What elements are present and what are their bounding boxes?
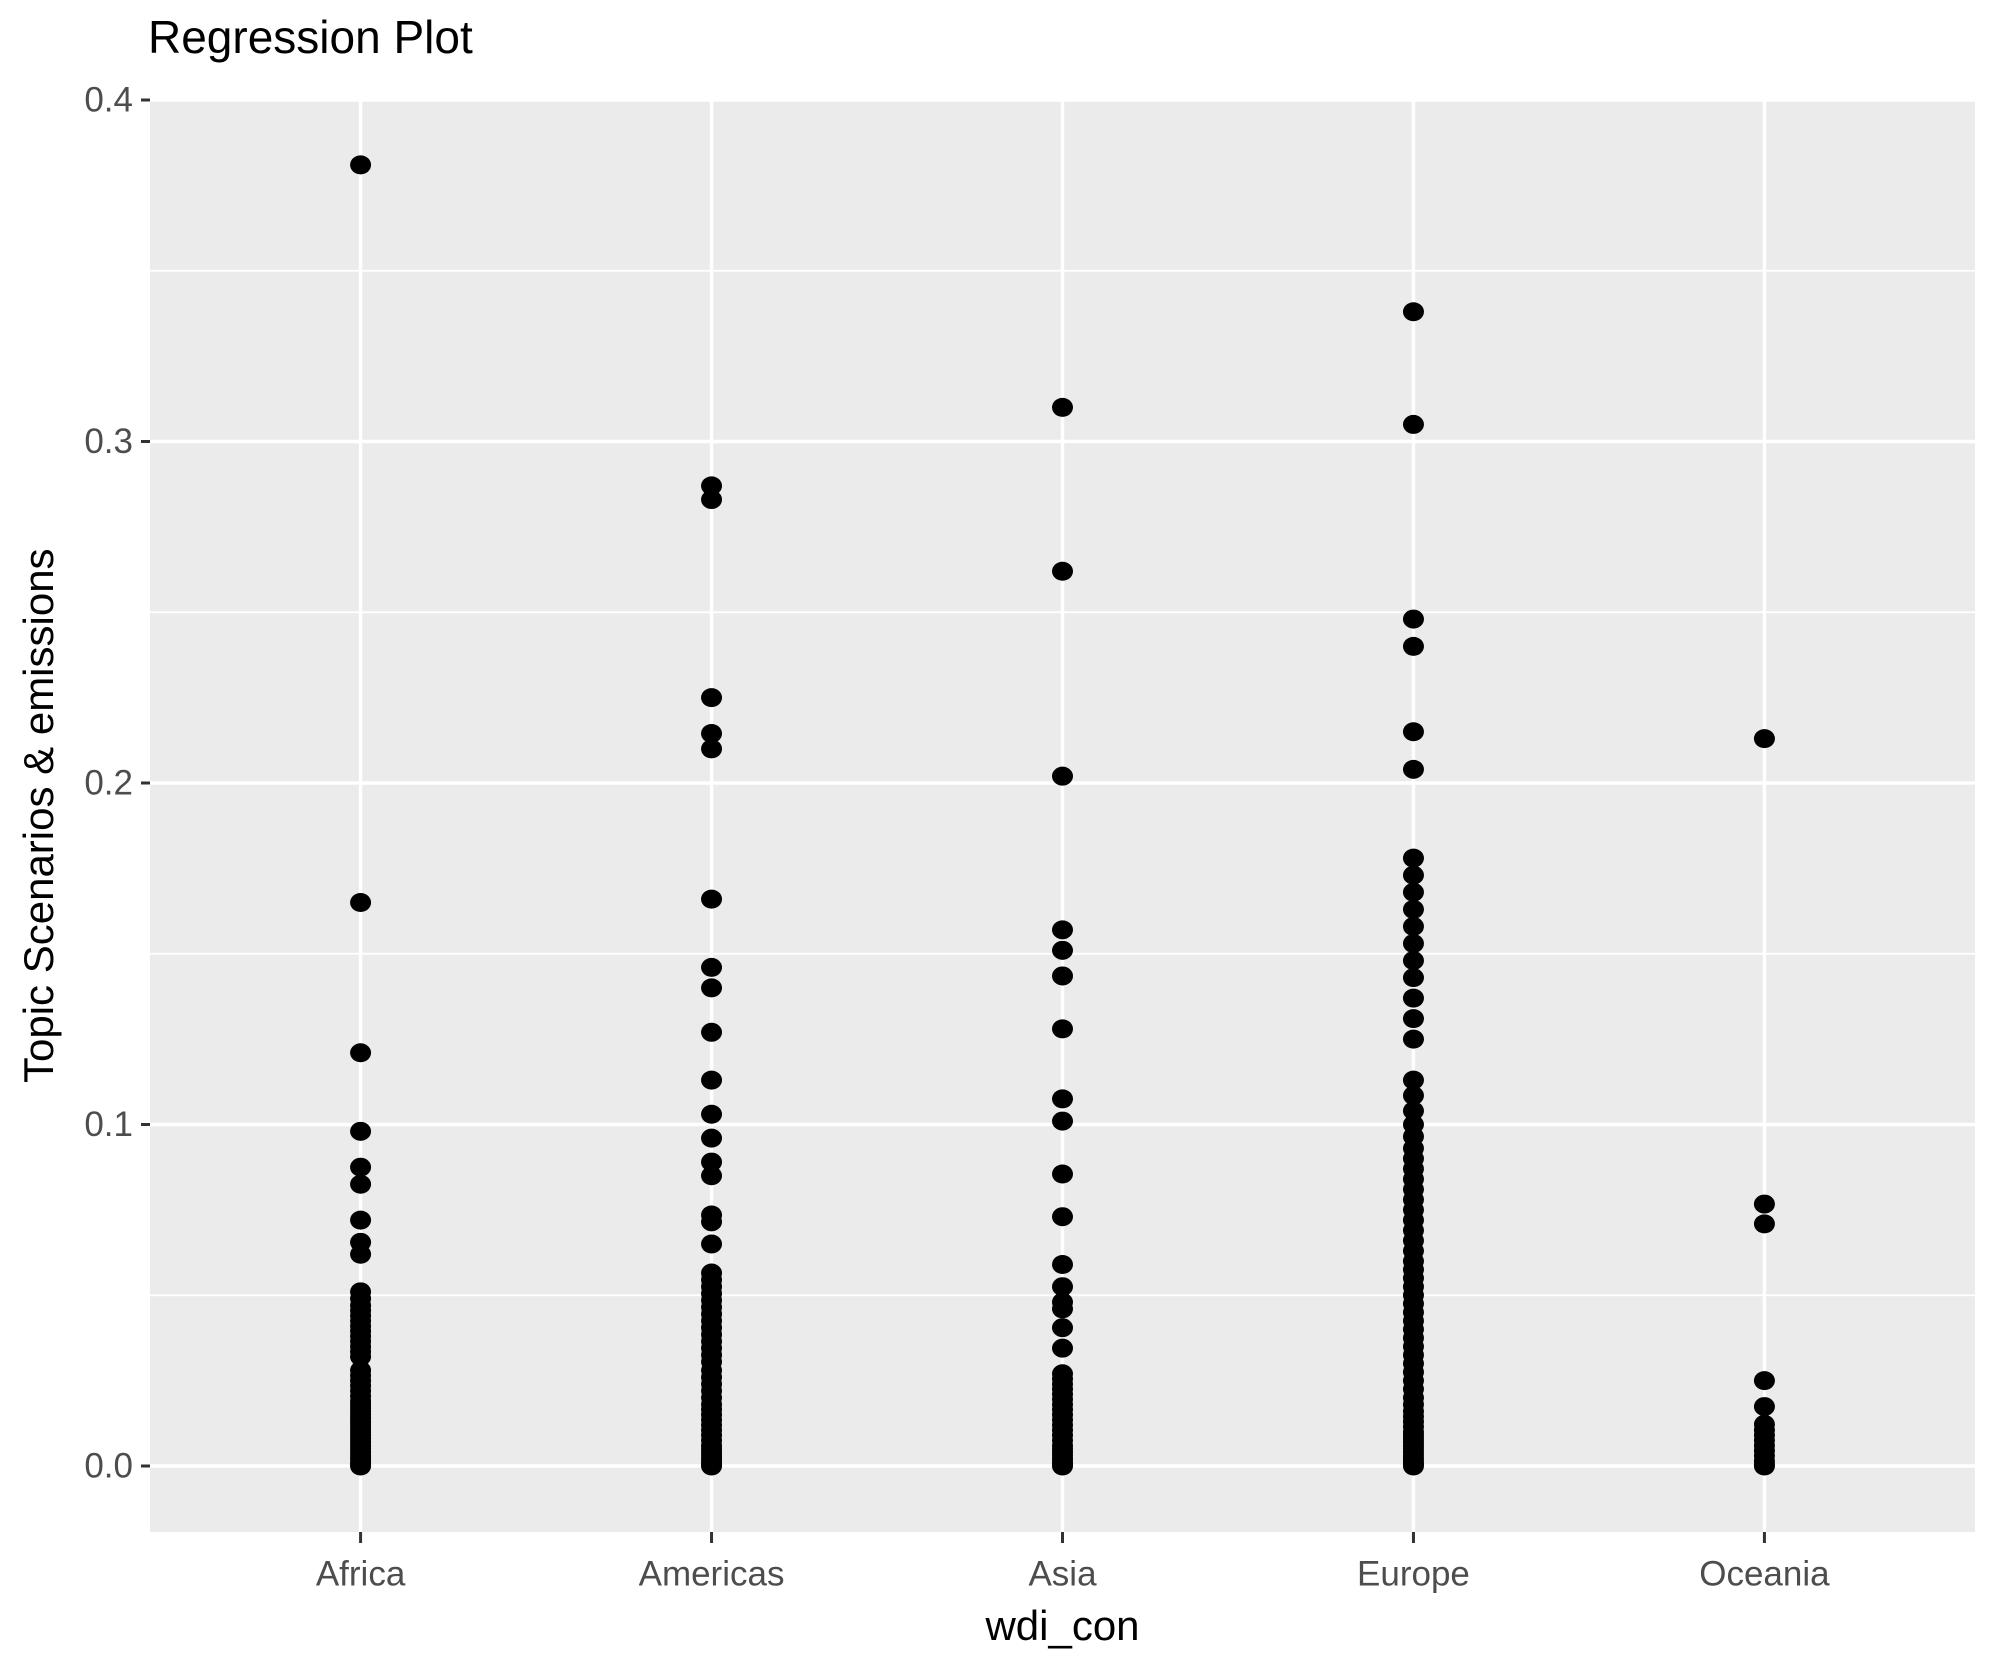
y-tick-label: 0.4 <box>84 81 133 120</box>
data-point <box>701 688 723 708</box>
data-point <box>1753 1194 1775 1214</box>
data-point <box>701 1104 723 1124</box>
data-point <box>701 1212 723 1232</box>
data-point <box>1052 1164 1073 1184</box>
data-point <box>1402 899 1424 919</box>
data-point <box>1402 1029 1424 1049</box>
data-point <box>1753 1397 1775 1417</box>
data-point <box>1052 940 1073 960</box>
data-point <box>1052 1111 1073 1131</box>
data-point <box>1402 1456 1424 1476</box>
data-point <box>701 889 723 909</box>
data-point <box>701 490 723 510</box>
y-axis-title: Topic Scenarios & emissions <box>15 548 62 1084</box>
data-point <box>350 1157 372 1177</box>
data-point <box>1402 636 1424 656</box>
data-point <box>1402 302 1424 322</box>
data-point <box>350 1121 372 1141</box>
data-point <box>1402 1085 1424 1105</box>
data-point <box>701 739 723 759</box>
data-point <box>1402 1101 1424 1121</box>
data-point <box>1052 766 1073 786</box>
data-point <box>1402 759 1424 779</box>
x-tick-label: Asia <box>1028 1555 1097 1594</box>
y-tick-label: 0.1 <box>84 1105 133 1144</box>
data-point <box>701 978 723 998</box>
data-point <box>350 1210 372 1230</box>
data-point <box>350 155 372 175</box>
data-point <box>1402 865 1424 885</box>
data-point <box>1402 951 1424 971</box>
data-point <box>701 1166 723 1186</box>
data-point <box>1402 609 1424 629</box>
data-point <box>1052 1019 1073 1039</box>
data-point <box>1402 414 1424 434</box>
plot-title: Regression Plot <box>148 11 473 63</box>
data-point <box>1402 968 1424 988</box>
data-point <box>1402 988 1424 1008</box>
data-point <box>350 893 372 913</box>
data-point <box>1402 916 1424 936</box>
data-point <box>1052 1255 1073 1275</box>
data-point <box>1753 1456 1775 1476</box>
data-point <box>1052 1338 1073 1358</box>
x-tick-label: Oceania <box>1699 1555 1830 1594</box>
data-point <box>1052 1089 1073 1109</box>
data-point <box>350 1456 372 1476</box>
data-point <box>1052 920 1073 940</box>
data-point <box>1402 722 1424 742</box>
data-point <box>701 957 723 977</box>
y-tick-label: 0.0 <box>84 1447 133 1486</box>
data-point <box>350 1043 372 1063</box>
data-point <box>1052 397 1073 417</box>
data-point <box>1052 1207 1073 1227</box>
data-point <box>701 723 723 743</box>
x-axis-title: wdi_con <box>985 1602 1140 1649</box>
data-point <box>701 1152 723 1172</box>
data-point <box>1052 1277 1073 1297</box>
y-tick-label: 0.3 <box>84 422 133 461</box>
data-point <box>1402 882 1424 902</box>
data-point <box>1402 1009 1424 1029</box>
data-point <box>1052 1318 1073 1338</box>
data-point <box>701 1022 723 1042</box>
data-point <box>701 1456 723 1476</box>
data-point <box>1753 729 1775 749</box>
data-point <box>701 476 723 496</box>
data-point <box>1402 934 1424 954</box>
x-tick-label: Africa <box>316 1555 406 1594</box>
data-point <box>701 1070 723 1090</box>
data-point <box>1402 848 1424 868</box>
y-tick-label: 0.2 <box>84 764 133 803</box>
data-point <box>1052 1456 1073 1476</box>
data-point <box>701 1234 723 1254</box>
data-point <box>1052 561 1073 581</box>
x-tick-label: Americas <box>639 1555 785 1594</box>
data-point <box>350 1244 372 1264</box>
data-point <box>1753 1371 1775 1391</box>
data-point <box>350 1347 372 1367</box>
x-tick-label: Europe <box>1357 1555 1470 1594</box>
data-point <box>1402 1070 1424 1090</box>
data-point <box>350 1174 372 1194</box>
data-point <box>701 1128 723 1148</box>
data-point <box>1052 1299 1073 1319</box>
data-point <box>1052 966 1073 986</box>
data-point <box>1753 1214 1775 1234</box>
